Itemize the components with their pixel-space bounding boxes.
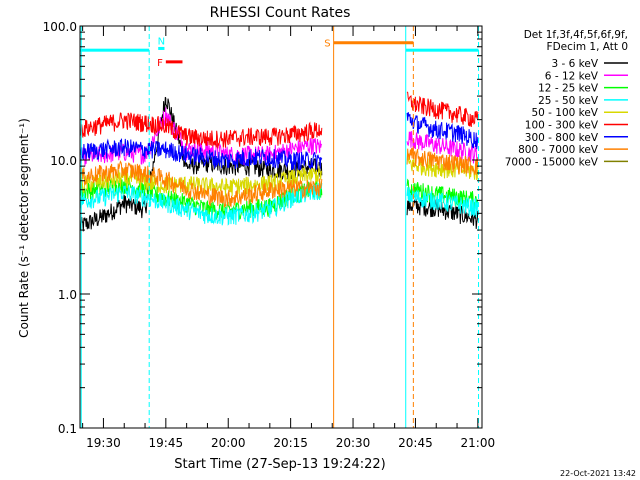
y-tick-label: 100.0	[43, 20, 77, 34]
axes-layer: 0.1 1.0 10.0 100.0 19:30 19:45 20:00 20:15 20:30…	[43, 20, 495, 450]
chart-title: RHESSI Count Rates	[210, 5, 351, 21]
series-line-25-50-kev	[80, 182, 479, 226]
y-axis-label: Count Rate (s⁻¹ detector segment⁻¹)	[17, 118, 31, 338]
legend-header-line: Det 1f,3f,4f,5f,6f,9f,	[524, 29, 628, 41]
legend: Det 1f,3f,4f,5f,6f,9f,FDecim 1, Att 0 3 -…	[505, 29, 628, 168]
flag-bar-s	[333, 41, 414, 45]
y-tick-label: 1.0	[58, 288, 77, 302]
x-axis-label: Start Time (27-Sep-13 19:24:22)	[174, 457, 385, 472]
x-tick-label: 21:00	[461, 436, 496, 450]
series-line-300-800-kev	[80, 112, 479, 171]
night-bar	[405, 48, 479, 52]
legend-entry-label: 12 - 25 keV	[538, 83, 599, 95]
x-tick-label: 19:45	[149, 436, 184, 450]
plot-frame	[79, 25, 483, 429]
legend-entry-label: 300 - 800 keV	[525, 132, 599, 144]
flag-label-s: S	[324, 39, 330, 50]
series-line-100-300-kev	[80, 91, 479, 149]
y-tick-label: 0.1	[58, 422, 77, 436]
legend-entry-label: 50 - 100 keV	[531, 107, 598, 119]
series-line-800-7000-kev	[80, 148, 479, 208]
legend-entry-label: 3 - 6 keV	[551, 58, 598, 70]
annotation-layer: NF S	[80, 26, 480, 428]
flag-bar-n	[158, 46, 165, 50]
flag-label-f: F	[157, 58, 163, 69]
flag-bar-f	[165, 60, 183, 64]
night-bar	[80, 48, 150, 52]
data-layer	[80, 91, 479, 232]
legend-entry-label: 7000 - 15000 keV	[505, 156, 599, 168]
x-tick-label: 20:15	[273, 436, 308, 450]
legend-header-line: FDecim 1, Att 0	[547, 41, 628, 53]
legend-entry-label: 25 - 50 keV	[538, 95, 599, 107]
legend-entry-label: 800 - 7000 keV	[518, 144, 599, 156]
x-tick-label: 19:30	[86, 436, 121, 450]
x-tick-label: 20:45	[398, 436, 433, 450]
x-tick-label: 20:30	[336, 436, 371, 450]
timestamp: 22-Oct-2021 13:42	[560, 469, 636, 478]
x-tick-label: 20:00	[211, 436, 246, 450]
y-tick-label: 10.0	[50, 154, 77, 168]
legend-entry-label: 6 - 12 keV	[545, 70, 599, 82]
legend-entry-label: 100 - 300 keV	[525, 120, 599, 132]
flag-label-n: N	[158, 36, 165, 47]
